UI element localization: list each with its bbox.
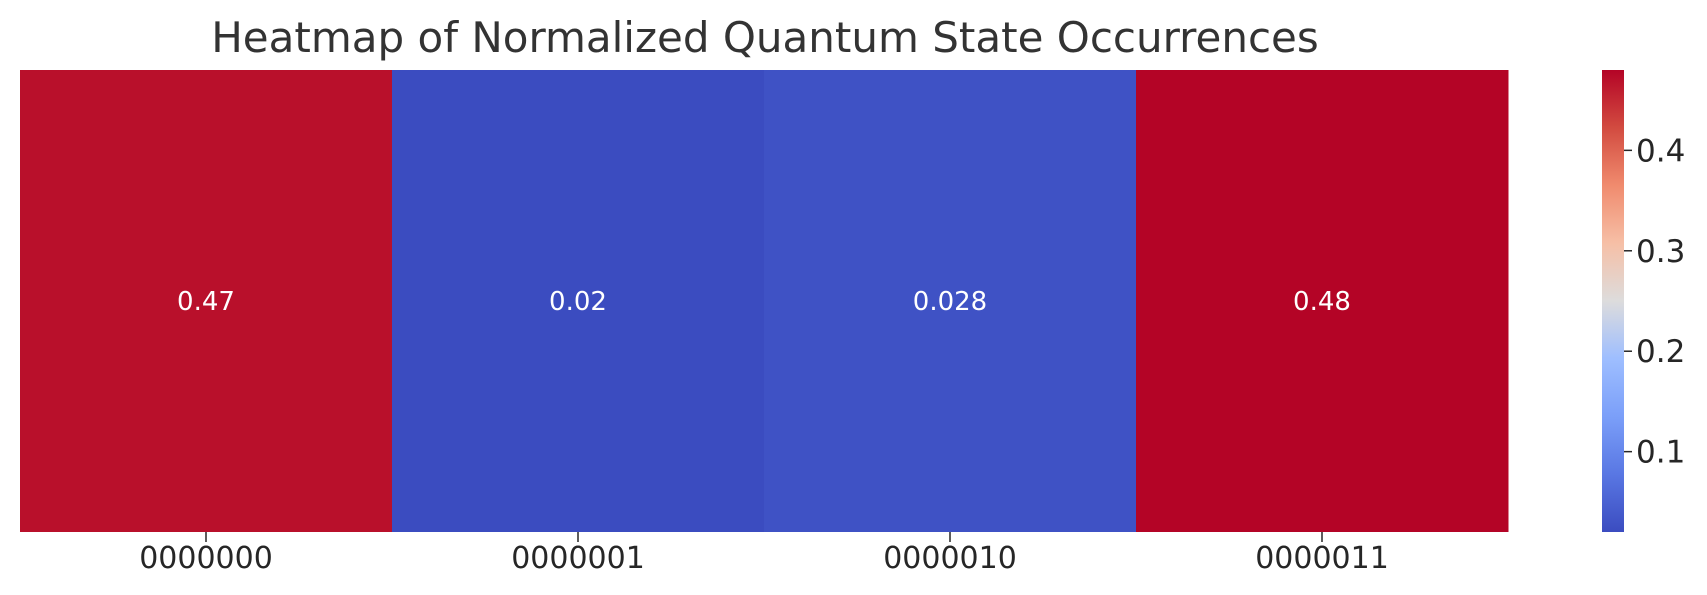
colorbar-ticks: 0.1 0.2 0.3 0.4 (1624, 133, 1685, 471)
x-tick-label: 0000011 (1255, 541, 1389, 576)
x-tick-label: 0000000 (139, 541, 273, 576)
x-axis: 0000000 0000001 0000010 0000011 (139, 532, 1389, 576)
colorbar-tick-label: 0.3 (1636, 234, 1685, 270)
heatmap-cell (392, 70, 765, 532)
chart-title: Heatmap of Normalized Quantum State Occu… (211, 13, 1319, 62)
colorbar-tick-label: 0.1 (1636, 435, 1685, 471)
cell-value-label: 0.028 (913, 287, 987, 317)
colorbar-gradient (1602, 70, 1624, 532)
heatmap-cells: 0.47 0.02 0.028 0.48 (20, 70, 1509, 532)
colorbar-tick-label: 0.2 (1636, 334, 1685, 370)
heatmap-cell (764, 70, 1137, 532)
x-tick-label: 0000001 (511, 541, 645, 576)
colorbar-tick-label: 0.4 (1636, 133, 1685, 169)
colorbar (1602, 70, 1624, 532)
heatmap-cell (20, 70, 393, 532)
heatmap-cell (1136, 70, 1509, 532)
cell-value-label: 0.48 (1293, 287, 1351, 317)
cell-value-label: 0.02 (549, 287, 607, 317)
cell-value-label: 0.47 (177, 287, 235, 317)
x-tick-label: 0000010 (883, 541, 1017, 576)
